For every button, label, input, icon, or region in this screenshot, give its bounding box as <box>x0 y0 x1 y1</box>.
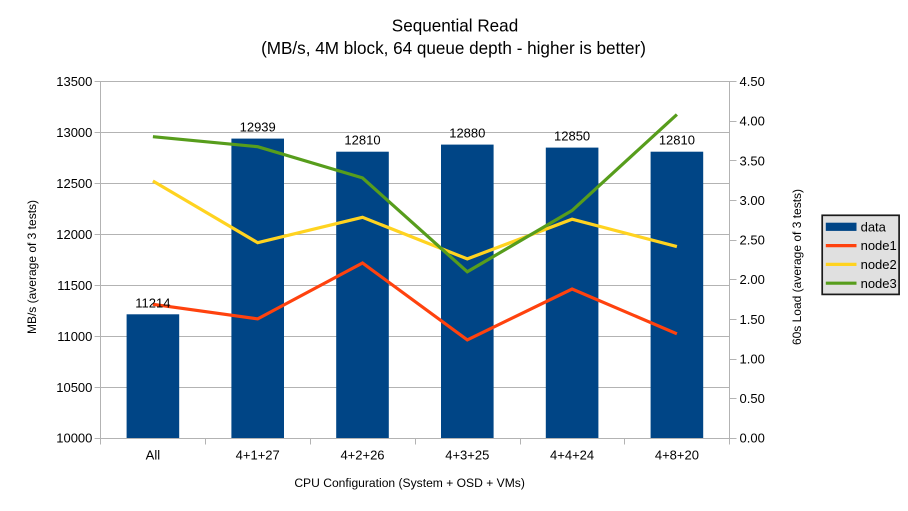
svg-text:10500: 10500 <box>56 380 92 395</box>
svg-text:CPU Configuration (System + OS: CPU Configuration (System + OSD + VMs) <box>294 476 525 490</box>
svg-text:4+3+25: 4+3+25 <box>445 447 489 462</box>
svg-text:4.00: 4.00 <box>740 114 765 129</box>
svg-text:4+1+27: 4+1+27 <box>236 447 280 462</box>
svg-text:0.00: 0.00 <box>740 431 765 446</box>
svg-text:1.50: 1.50 <box>740 312 765 327</box>
svg-text:11000: 11000 <box>57 329 92 344</box>
svg-text:12810: 12810 <box>344 133 380 148</box>
svg-text:12500: 12500 <box>56 176 92 191</box>
svg-text:12939: 12939 <box>240 120 276 135</box>
svg-text:4+4+24: 4+4+24 <box>550 447 594 462</box>
svg-text:13500: 13500 <box>56 74 92 89</box>
svg-text:2.00: 2.00 <box>740 272 765 287</box>
svg-text:All: All <box>146 447 161 462</box>
svg-text:data: data <box>861 219 887 234</box>
svg-text:12850: 12850 <box>554 129 590 144</box>
svg-text:(MB/s, 4M block, 64 queue dept: (MB/s, 4M block, 64 queue depth - higher… <box>261 39 646 58</box>
svg-text:3.00: 3.00 <box>740 193 765 208</box>
svg-text:0.50: 0.50 <box>740 391 765 406</box>
svg-text:node1: node1 <box>861 238 897 253</box>
svg-text:1.00: 1.00 <box>740 352 765 367</box>
svg-text:12880: 12880 <box>449 126 485 141</box>
svg-text:4+8+20: 4+8+20 <box>655 447 699 462</box>
svg-text:node2: node2 <box>861 257 897 272</box>
svg-text:2.50: 2.50 <box>740 233 765 248</box>
svg-text:Sequential Read: Sequential Read <box>392 16 518 35</box>
svg-text:10000: 10000 <box>56 431 92 446</box>
svg-text:4+2+26: 4+2+26 <box>340 447 384 462</box>
svg-text:12000: 12000 <box>56 227 92 242</box>
svg-text:node3: node3 <box>861 276 897 291</box>
svg-text:11214: 11214 <box>135 295 170 310</box>
svg-text:12810: 12810 <box>659 133 695 148</box>
svg-text:4.50: 4.50 <box>740 74 765 89</box>
svg-text:3.50: 3.50 <box>740 153 765 168</box>
svg-text:60s Load (average of 3 tests): 60s Load (average of 3 tests) <box>790 189 804 345</box>
svg-text:MB/s (average of 3 tests): MB/s (average of 3 tests) <box>25 200 39 334</box>
svg-text:11500: 11500 <box>57 278 92 293</box>
svg-text:13000: 13000 <box>56 125 92 140</box>
